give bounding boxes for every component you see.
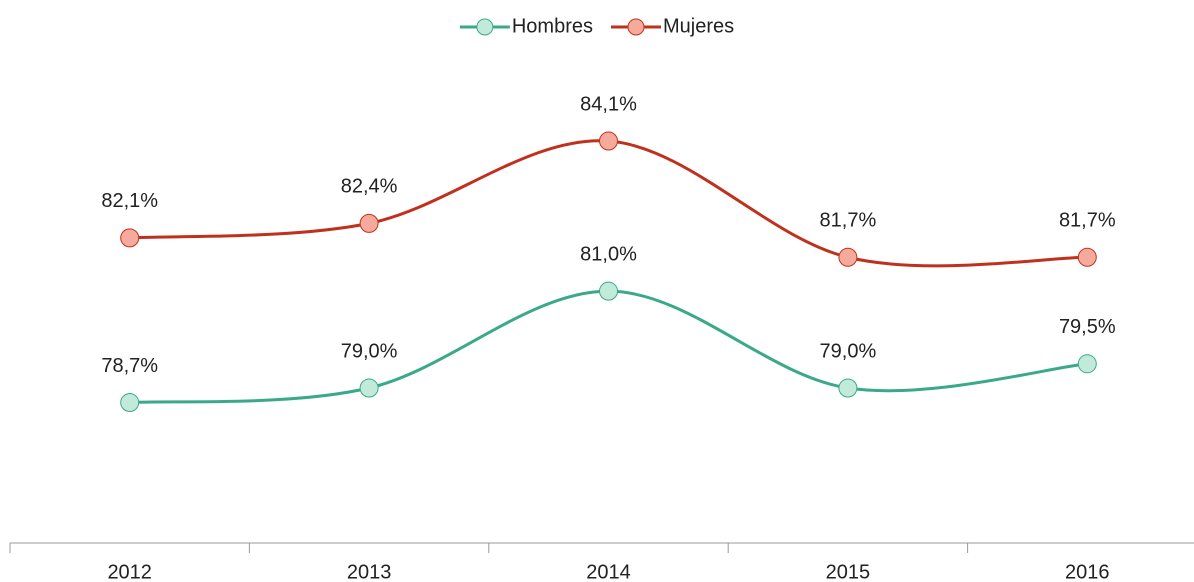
data-point [838, 247, 858, 267]
data-point [599, 281, 618, 301]
legend-marker [627, 18, 645, 36]
data-label: 84,1% [580, 93, 637, 115]
data-point [599, 131, 618, 151]
x-tick-label: 2013 [347, 561, 392, 582]
x-tick-label: 2014 [586, 561, 631, 582]
data-point [359, 378, 379, 398]
data-point [838, 378, 858, 398]
data-label: 79,5% [1059, 316, 1116, 338]
data-label: 81,0% [580, 243, 637, 265]
data-point [1077, 354, 1097, 374]
data-point [359, 213, 379, 233]
data-point [120, 228, 140, 248]
data-point [120, 393, 140, 413]
legend: Hombres Mujeres [459, 15, 734, 37]
data-label: 82,1% [101, 190, 158, 212]
data-label: 79,0% [820, 340, 877, 362]
data-point [1077, 247, 1097, 267]
data-label: 81,7% [820, 210, 877, 232]
series-line [129, 289, 1088, 405]
data-label: 82,4% [341, 176, 398, 198]
data-label: 81,7% [1059, 210, 1116, 232]
x-tick-label: 2016 [1065, 561, 1110, 582]
legend-label: Mujeres [663, 15, 734, 37]
data-label: 79,0% [341, 340, 398, 362]
data-label: 78,7% [101, 355, 158, 377]
x-tick-label: 2012 [107, 561, 152, 582]
legend-marker [476, 18, 494, 36]
legend-label: Hombres [512, 15, 593, 37]
x-tick-label: 2015 [826, 561, 871, 582]
